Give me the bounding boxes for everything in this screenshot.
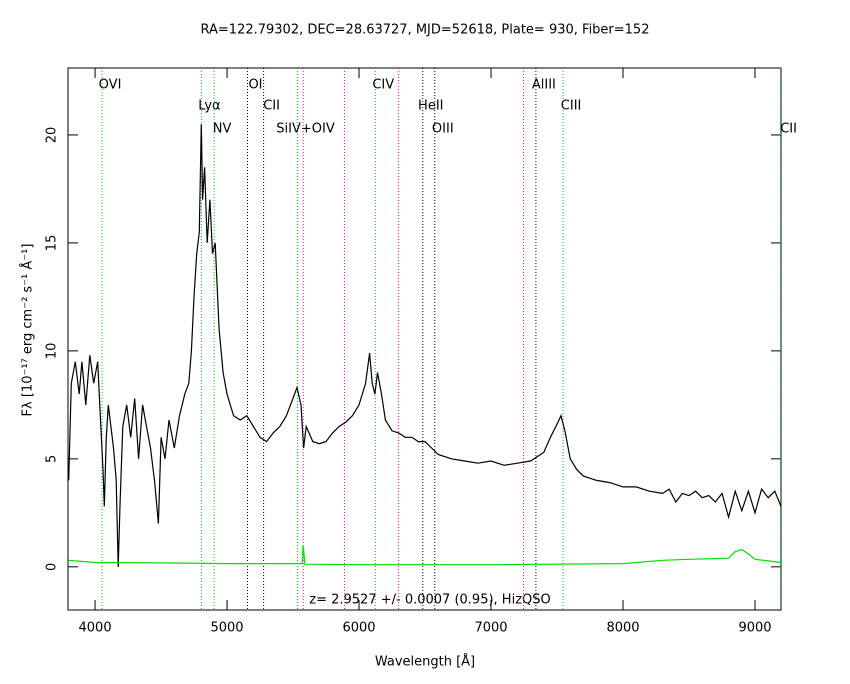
spectrum-line [68, 545, 782, 566]
emission-line-label: CIV [372, 78, 394, 93]
x-tick-label: 7000 [474, 621, 507, 636]
emission-line-label: OI [248, 78, 262, 93]
emission-line-label: NV [213, 122, 232, 137]
emission-line-label: SiIV+OIV [276, 122, 335, 137]
emission-line-label: CIII [561, 99, 582, 114]
annotation: z= 2.9527 +/- 0.0007 (0.95), HizQSO [309, 593, 550, 608]
x-tick-label: 5000 [210, 621, 243, 636]
x-tick-label: 4000 [79, 621, 112, 636]
spectrum-line [68, 124, 782, 567]
y-axis-label: Fλ [10⁻¹⁷ erg cm⁻² s⁻¹ Å⁻¹] [20, 244, 36, 417]
emission-line-label: CII [780, 122, 797, 137]
x-tick-label: 6000 [342, 621, 375, 636]
y-tick-label: 10 [45, 343, 60, 360]
x-axis-label: Wavelength [Å] [375, 654, 475, 670]
y-tick-label: 20 [45, 127, 60, 144]
emission-line-label: AlIII [532, 78, 556, 93]
y-tick-label: 5 [45, 455, 60, 463]
emission-line-label: OVI [99, 78, 122, 93]
x-tick-label: 9000 [738, 621, 771, 636]
y-tick-label: 15 [45, 235, 60, 252]
emission-line-label: HeII [418, 99, 443, 114]
x-tick-label: 8000 [606, 621, 639, 636]
emission-line-label: CII [263, 99, 280, 114]
y-tick-label: 0 [45, 563, 60, 571]
emission-line-label: Lyα [198, 99, 220, 114]
emission-line-label: OIII [432, 122, 454, 137]
chart-title: RA=122.79302, DEC=28.63727, MJD=52618, P… [201, 23, 650, 38]
